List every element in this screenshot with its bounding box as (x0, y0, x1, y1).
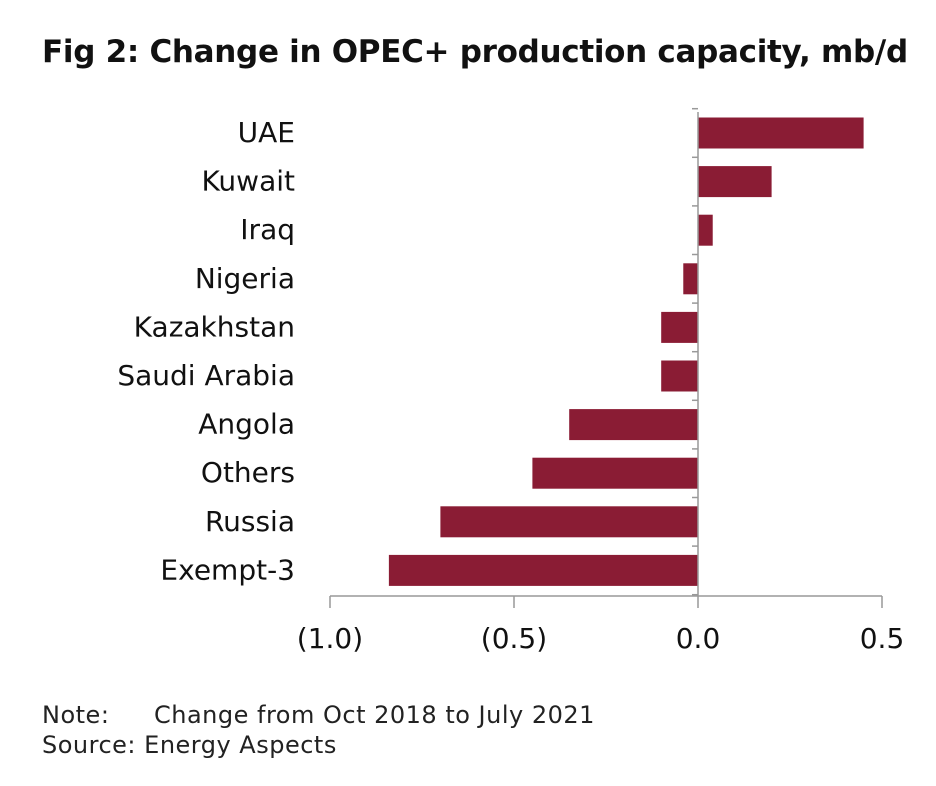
note-text: Change from Oct 2018 to July 2021 (154, 701, 595, 729)
category-label-kuwait: Kuwait (201, 165, 295, 198)
category-label-iraq: Iraq (240, 213, 295, 246)
bar-kazakhstan (661, 311, 698, 343)
chart-title: Fig 2: Change in OPEC+ production capaci… (42, 34, 908, 70)
category-label-uae: UAE (238, 116, 295, 149)
chart-notes: Note: Change from Oct 2018 to July 2021 S… (42, 700, 595, 760)
note-label: Note: (42, 701, 110, 729)
x-tick-label: 0.0 (676, 622, 721, 655)
category-label-nigeria: Nigeria (195, 262, 295, 295)
note-row: Note: Change from Oct 2018 to July 2021 (42, 700, 595, 730)
bar-angola (569, 409, 698, 441)
source-text: Energy Aspects (144, 731, 337, 759)
x-tick-label: (0.5) (481, 622, 547, 655)
bar-iraq (698, 214, 713, 246)
bar-saudi-arabia (661, 360, 698, 392)
bar-russia (440, 506, 698, 538)
bar-nigeria (683, 263, 698, 295)
source-row: Source: Energy Aspects (42, 730, 595, 760)
bar-kuwait (698, 166, 772, 198)
x-tick-label: (1.0) (297, 622, 363, 655)
bar-uae (698, 117, 864, 149)
category-label-saudi-arabia: Saudi Arabia (117, 359, 295, 392)
category-label-angola: Angola (198, 408, 295, 441)
category-label-exempt-3: Exempt-3 (160, 553, 295, 586)
category-label-kazakhstan: Kazakhstan (134, 310, 295, 343)
bar-others (532, 457, 698, 489)
category-label-others: Others (201, 456, 295, 489)
source-label: Source: (42, 731, 137, 759)
bar-exempt-3 (388, 554, 698, 586)
x-tick-label: 0.5 (860, 622, 905, 655)
bar-chart: UAE Kuwait Iraq Nigeria Kazakhstan Saudi Arab… (117, 107, 905, 655)
category-label-russia: Russia (205, 505, 295, 538)
